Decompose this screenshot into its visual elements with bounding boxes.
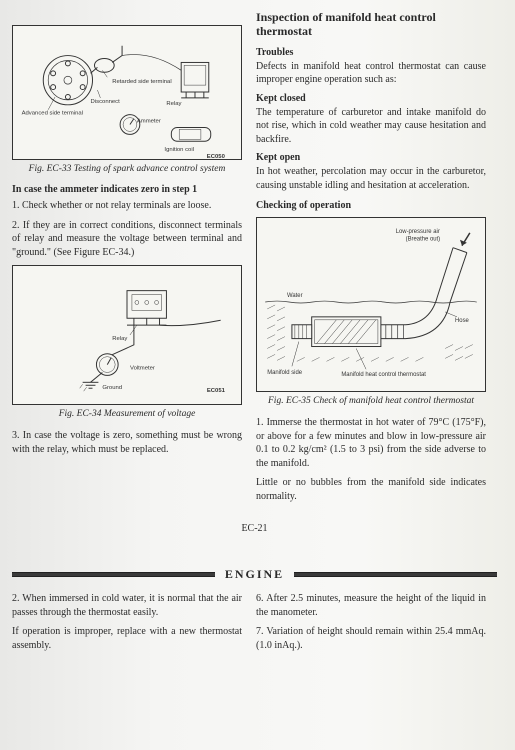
troubles-head: Troubles [256, 47, 486, 58]
page-number: EC-21 [12, 523, 497, 534]
bottom-columns: 2. When immersed in cold water, it is no… [12, 592, 497, 658]
figure-ec33: Retarded side terminal Disconnect Advanc… [12, 25, 242, 160]
code-ec050: EC050 [207, 154, 226, 159]
right-step1: 1. Immerse the thermostat in hot water o… [256, 416, 486, 470]
kept-open-head: Kept open [256, 152, 486, 163]
bottom-step7: 7. Variation of height should remain wit… [256, 625, 486, 652]
right-column: Inspection of manifold heat control ther… [256, 10, 486, 509]
troubles-text: Defects in manifold heat control thermos… [256, 60, 486, 87]
label-relay: Relay [166, 101, 181, 107]
left-step3: 3. In case the voltage is zero, somethin… [12, 429, 242, 456]
code-ec051: EC051 [207, 388, 226, 394]
kept-open-text: In hot weather, percolation may occur in… [256, 165, 486, 192]
label-ammeter: Ammeter [137, 119, 161, 125]
label-manifold-side: Manifold side [267, 370, 303, 376]
label-lowpressure: Low-pressure air [396, 229, 440, 235]
fig35-caption: Fig. EC-35 Check of manifold heat contro… [256, 396, 486, 406]
right-step1b: Little or no bubbles from the manifold s… [256, 476, 486, 503]
main-columns: Retarded side terminal Disconnect Advanc… [12, 10, 497, 509]
engine-divider: ENGINE [12, 570, 497, 578]
label-breathe: (Breathe out) [406, 237, 441, 243]
checking-head: Checking of operation [256, 200, 486, 211]
label-thermostat: Manifold heat control thermostat [341, 372, 426, 378]
kept-closed-text: The temperature of carburetor and intake… [256, 106, 486, 147]
engine-label: ENGINE [215, 567, 294, 582]
ammeter-step2: 2. If they are in correct conditions, di… [12, 219, 242, 260]
bottom-step2b: If operation is improper, replace with a… [12, 625, 242, 652]
left-column: Retarded side terminal Disconnect Advanc… [12, 10, 242, 509]
kept-closed-head: Kept closed [256, 93, 486, 104]
bottom-right: 6. After 2.5 minutes, measure the height… [256, 592, 486, 658]
inspection-title: Inspection of manifold heat control ther… [256, 10, 486, 39]
ammeter-heading: In case the ammeter indicates zero in st… [12, 184, 242, 195]
label-disconnect: Disconnect [91, 99, 121, 105]
bottom-step6: 6. After 2.5 minutes, measure the height… [256, 592, 486, 619]
figure-ec35: Water [256, 217, 486, 392]
label-ignition: Ignition coil [164, 147, 194, 153]
label-hose: Hose [455, 318, 470, 324]
label-water: Water [287, 293, 303, 299]
bottom-step2: 2. When immersed in cold water, it is no… [12, 592, 242, 619]
figure-ec34: Relay Voltmeter Ground EC051 [12, 265, 242, 405]
bottom-left: 2. When immersed in cold water, it is no… [12, 592, 242, 658]
label-voltmeter: Voltmeter [130, 366, 155, 372]
label-advanced: Advanced side terminal [22, 111, 83, 117]
fig34-caption: Fig. EC-34 Measurement of voltage [12, 409, 242, 419]
ammeter-step1: 1. Check whether or not relay terminals … [12, 199, 242, 213]
label-relay2: Relay [112, 336, 127, 342]
label-retarded: Retarded side terminal [112, 79, 171, 85]
fig33-caption: Fig. EC-33 Testing of spark advance cont… [12, 164, 242, 174]
label-ground: Ground [102, 385, 122, 391]
